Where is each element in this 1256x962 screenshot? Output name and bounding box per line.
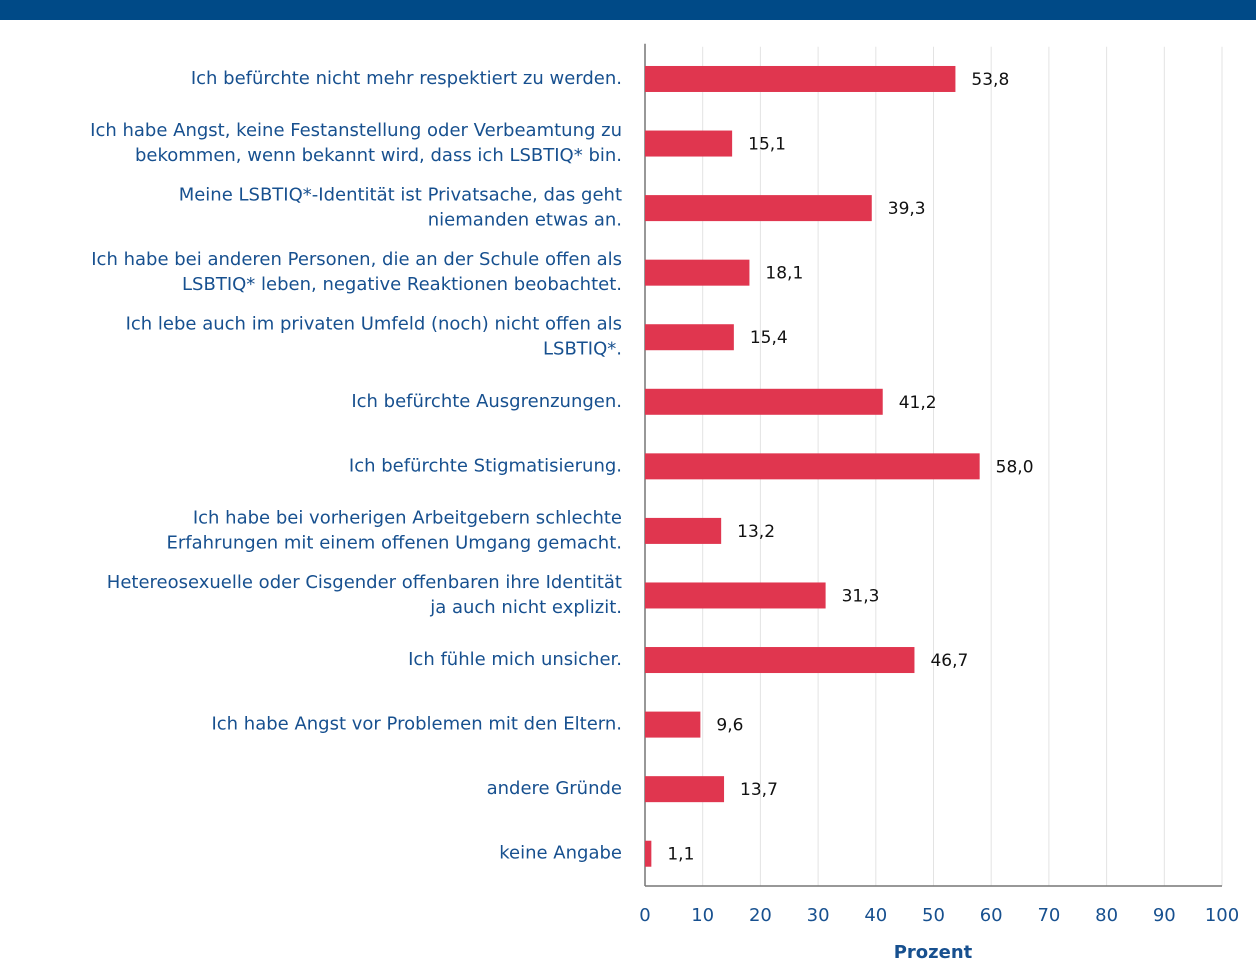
x-tick-label: 60 [980,905,1003,926]
value-label: 46,7 [930,651,968,671]
bar [645,259,750,286]
category-label: keine Angabe [499,843,622,864]
value-label: 15,1 [748,135,786,155]
value-label: 15,4 [750,328,788,348]
x-tick-label: 40 [864,905,887,926]
category-label: Ich habe bei vorherigen Arbeitgebern sch… [167,507,623,553]
x-tick-label: 20 [749,905,772,926]
bar [645,647,915,674]
bar [645,582,826,609]
value-label: 13,7 [740,780,778,800]
value-label: 9,6 [716,716,743,736]
value-label: 1,1 [667,845,694,865]
bar [645,517,722,544]
category-label: Meine LSBTIQ*-Identität ist Privatsache,… [179,185,622,231]
bar [645,324,734,351]
value-label: 41,2 [899,393,937,413]
bar [645,195,872,222]
value-label: 53,8 [971,70,1009,90]
category-label: Ich befürchte Stigmatisierung. [349,455,622,476]
value-label: 58,0 [996,457,1034,477]
top-stripe [0,0,1256,20]
category-label: Ich habe Angst, keine Festanstellung ode… [90,120,622,166]
x-axis-label: Prozent [894,942,973,962]
bar [645,130,733,157]
category-label: Ich fühle mich unsicher. [408,649,622,670]
category-label: Ich habe bei anderen Personen, die an de… [91,249,622,295]
category-label: Ich befürchte Ausgrenzungen. [351,391,622,412]
bar [645,388,883,415]
category-label: Ich befürchte nicht mehr respektiert zu … [191,68,622,89]
bar [645,453,980,480]
category-label: Ich habe Angst vor Problemen mit den Elt… [211,714,622,735]
x-tick-label: 10 [691,905,714,926]
value-label: 39,3 [888,199,926,219]
bar [645,65,956,92]
bar [645,776,725,803]
x-tick-label: 90 [1153,905,1176,926]
value-label: 18,1 [765,264,803,284]
category-label: andere Gründe [487,778,622,799]
value-label: 13,2 [737,522,775,542]
x-tick-label: 100 [1205,905,1239,926]
value-label: 31,3 [842,586,880,606]
x-tick-label: 70 [1037,905,1060,926]
x-tick-label: 80 [1095,905,1118,926]
category-label: Ich lebe auch im privaten Umfeld (noch) … [126,314,622,360]
bar [645,840,652,867]
x-tick-label: 0 [639,905,650,926]
bar [645,711,701,738]
x-tick-label: 30 [807,905,830,926]
category-label: Hetereosexuelle oder Cisgender offenbare… [107,572,622,618]
x-tick-label: 50 [922,905,945,926]
